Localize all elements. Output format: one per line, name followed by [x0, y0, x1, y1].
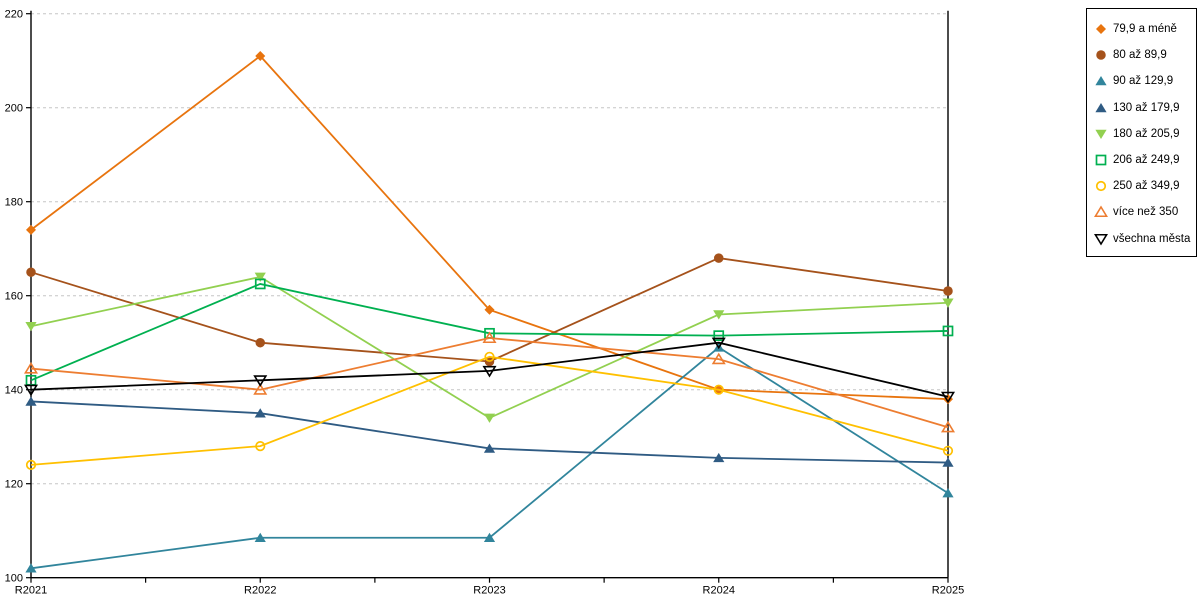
triangle-up-marker [942, 457, 954, 467]
triangle-down-marker [483, 413, 496, 423]
triangle-up-filled-icon [1095, 76, 1107, 86]
x-tick-label: R2024 [703, 585, 735, 597]
triangle-up-marker [1095, 76, 1107, 86]
square-open-marker [254, 278, 266, 290]
legend-label: všechna města [1113, 232, 1191, 245]
triangle-up-marker [254, 532, 266, 542]
series-line-6 [30, 355, 949, 466]
triangle-down-marker [1095, 129, 1107, 139]
triangle-down-marker [942, 298, 954, 308]
legend-label: 206 až 249,9 [1113, 154, 1180, 167]
triangle-down-open-marker [940, 391, 956, 404]
y-tick-label: 160 [5, 291, 23, 303]
y-tick-label: 200 [5, 103, 23, 115]
square-open-marker [713, 330, 725, 341]
triangle-up-marker [483, 443, 496, 453]
triangle-down-marker [25, 322, 37, 332]
circle-marker [255, 337, 265, 348]
legend-item-4: 180 až 205,9 [1094, 121, 1196, 147]
x-tick-label: R2021 [15, 585, 47, 597]
legend-item-7: více než 350 [1094, 199, 1196, 225]
legend-label: 79,9 a méně [1113, 23, 1177, 36]
legend-label: 250 až 349,9 [1113, 180, 1180, 193]
circle-open-marker [713, 384, 724, 395]
diamond-filled-icon [1096, 24, 1106, 35]
legend-item-6: 250 až 349,9 [1094, 173, 1196, 199]
legend-item-2: 90 až 129,9 [1094, 68, 1196, 94]
chart-legend: 79,9 a méně 80 až 89,9 90 až 129,9 130 až 1… [1086, 8, 1197, 257]
legend-item-0: 79,9 a méně [1094, 16, 1196, 42]
legend-label: 180 až 205,9 [1113, 127, 1180, 140]
circle-open-marker [1095, 181, 1107, 192]
triangle-up-marker [713, 452, 725, 463]
triangle-down-open-marker [482, 365, 497, 378]
diamond-marker [26, 224, 36, 235]
circle-marker [714, 253, 724, 263]
legend-label: 90 až 129,9 [1113, 75, 1174, 88]
square-open-marker [942, 325, 954, 337]
y-tick-label: 100 [5, 573, 23, 585]
triangle-up-marker [1095, 102, 1107, 112]
triangle-up-marker [483, 532, 496, 542]
triangle-up-open-marker [482, 331, 497, 344]
triangle-up-open-marker [711, 352, 726, 365]
triangle-down-marker [713, 310, 725, 320]
legend-item-1: 80 až 89,9 [1094, 42, 1196, 68]
triangle-up-marker [25, 563, 37, 573]
triangle-up-filled-icon [1095, 102, 1107, 112]
legend-label: více než 350 [1113, 206, 1179, 219]
x-tick-label: R2023 [473, 585, 505, 597]
circle-open-marker [255, 441, 266, 452]
triangle-down-open-marker [1094, 233, 1108, 246]
triangle-down-open-marker [711, 337, 726, 350]
circle-filled-icon [1096, 50, 1106, 61]
triangle-up-marker [942, 488, 954, 498]
legend-item-3: 130 až 179,9 [1094, 95, 1196, 121]
triangle-down-open-icon [1094, 233, 1108, 246]
y-tick-label: 120 [5, 479, 23, 491]
diamond-marker [255, 51, 266, 61]
triangle-down-open-marker [23, 384, 39, 397]
circle-marker [943, 286, 953, 296]
x-tick-label: R2025 [932, 585, 964, 597]
triangle-up-marker [25, 396, 37, 406]
series-line-8 [30, 341, 949, 398]
circle-open-marker [25, 459, 37, 470]
square-open-icon [1095, 154, 1107, 166]
circle-marker [1096, 50, 1106, 61]
y-tick-label: 140 [5, 385, 23, 397]
diamond-marker [1096, 24, 1106, 35]
legend-item-5: 206 až 249,9 [1094, 147, 1196, 173]
circle-marker [26, 267, 36, 277]
y-tick-label: 180 [5, 197, 23, 209]
y-tick-label: 220 [5, 9, 23, 21]
legend-label: 80 až 89,9 [1113, 49, 1167, 62]
diamond-marker [484, 304, 495, 315]
triangle-up-open-marker [23, 362, 39, 374]
triangle-down-filled-icon [1095, 129, 1107, 139]
circle-open-marker [484, 351, 495, 362]
triangle-up-open-marker [940, 420, 956, 433]
triangle-up-open-marker [1094, 205, 1108, 218]
series-line-4 [30, 275, 949, 419]
x-tick-label: R2022 [244, 585, 276, 597]
triangle-up-open-marker [253, 383, 268, 395]
circle-open-marker [942, 445, 954, 456]
triangle-down-open-marker [253, 375, 268, 387]
circle-open-icon [1095, 181, 1107, 192]
legend-label: 130 až 179,9 [1113, 101, 1180, 114]
triangle-down-marker [254, 272, 266, 282]
triangle-up-marker [254, 408, 266, 418]
square-open-marker [1095, 154, 1107, 166]
legend-item-8: všechna města [1094, 226, 1196, 252]
triangle-up-open-icon [1094, 205, 1108, 218]
